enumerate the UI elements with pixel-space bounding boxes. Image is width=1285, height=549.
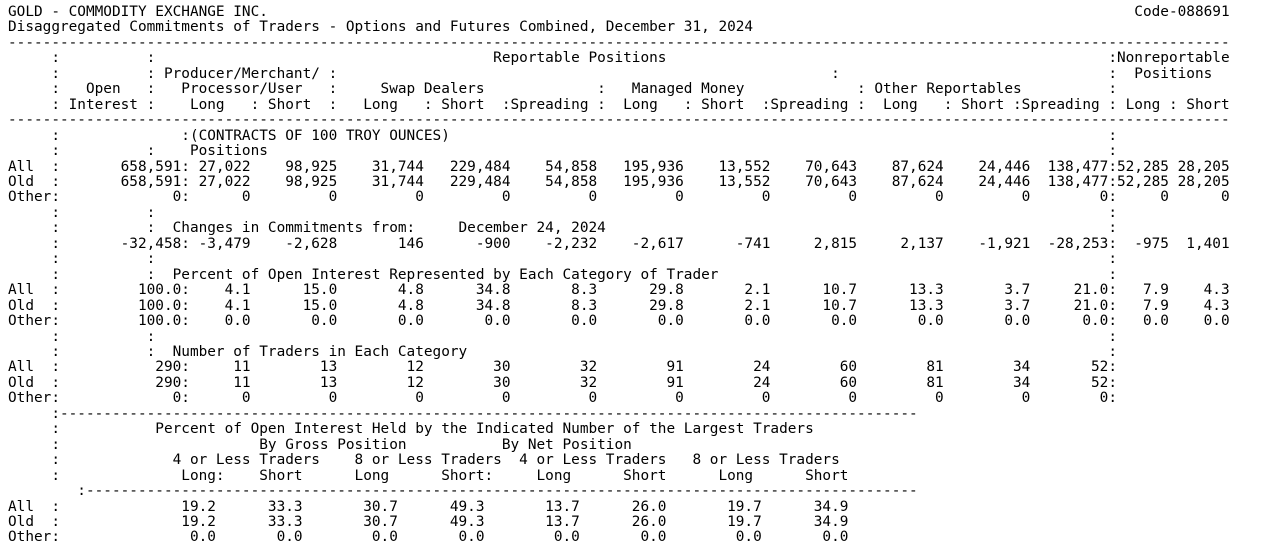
column-header-line-4: : Interest : Long : Short : Long : Short… <box>8 96 1230 113</box>
spacer-line: : : : <box>8 251 1230 268</box>
concentration-row-other: Other: 0.0 0.0 0.0 0.0 0.0 0.0 0.0 0.0 <box>8 529 1230 546</box>
contracts-unit-line: : :(CONTRACTS OF 100 TROY OUNCES) : <box>8 127 1230 144</box>
concentration-group-header-line: : By Gross Position By Net Position <box>8 436 1230 453</box>
positions-title-line: : : Positions : <box>8 143 1230 160</box>
traders-row-old: Old : 290: 11 13 12 30 32 91 24 60 81 34… <box>8 374 1230 391</box>
traders-row-other: Other: 0: 0 0 0 0 0 0 0 0 0 0 0: <box>8 390 1230 407</box>
spacer-line: : : : <box>8 328 1230 345</box>
percent-row-all: All : 100.0: 4.1 15.0 4.8 34.8 8.3 29.8 … <box>8 282 1230 299</box>
report-title-line: GOLD - COMMODITY EXCHANGE INC. Code-0886… <box>8 4 1230 20</box>
separator-line-header: ----------------------------------------… <box>8 112 1230 129</box>
positions-row-all: All : 658,591: 27,022 98,925 31,744 229,… <box>8 158 1230 175</box>
changes-title-line: : : Changes in Commitments from: Decembe… <box>8 220 1230 237</box>
concentration-subhead-line: : 4 or Less Traders 8 or Less Traders 4 … <box>8 452 1230 469</box>
traders-title-line: : : Number of Traders in Each Category : <box>8 343 1230 360</box>
concentration-column-label-line: : Long: Short Long Short: Long Short Lon… <box>8 467 1230 484</box>
separator-line-top: ----------------------------------------… <box>8 34 1230 51</box>
concentration-row-all: All : 19.2 33.3 30.7 49.3 13.7 26.0 19.7… <box>8 498 1230 515</box>
report-subtitle-line: Disaggregated Commitments of Traders - O… <box>8 19 1230 36</box>
percent-row-other: Other: 100.0: 0.0 0.0 0.0 0.0 0.0 0.0 0.… <box>8 313 1230 330</box>
positions-row-old: Old : 658,591: 27,022 98,925 31,744 229,… <box>8 173 1230 190</box>
concentration-separator-line-1: :---------------------------------------… <box>8 405 1230 422</box>
concentration-title-line: : Percent of Open Interest Held by the I… <box>8 421 1230 438</box>
column-header-line-3: : Open : Processor/User : Swap Dealers :… <box>8 81 1230 98</box>
percent-row-old: Old : 100.0: 4.1 15.0 4.8 34.8 8.3 29.8 … <box>8 297 1230 314</box>
concentration-row-old: Old : 19.2 33.3 30.7 49.3 13.7 26.0 19.7… <box>8 513 1230 530</box>
changes-row: : -32,458: -3,479 -2,628 146 -900 -2,232… <box>8 235 1230 252</box>
positions-row-other: Other: 0: 0 0 0 0 0 0 0 0 0 0 0: 0 0 <box>8 189 1230 206</box>
column-header-line-2: : : Producer/Merchant/ : : : Positions <box>8 65 1230 82</box>
percent-title-line: : : Percent of Open Interest Represented… <box>8 266 1230 283</box>
traders-row-all: All : 290: 11 13 12 30 32 91 24 60 81 34… <box>8 359 1230 376</box>
column-header-line-1: : : Reportable Positions :Nonreportable <box>8 50 1230 67</box>
concentration-separator-line-2: :---------------------------------------… <box>8 483 1230 500</box>
spacer-line: : : : <box>8 204 1230 221</box>
